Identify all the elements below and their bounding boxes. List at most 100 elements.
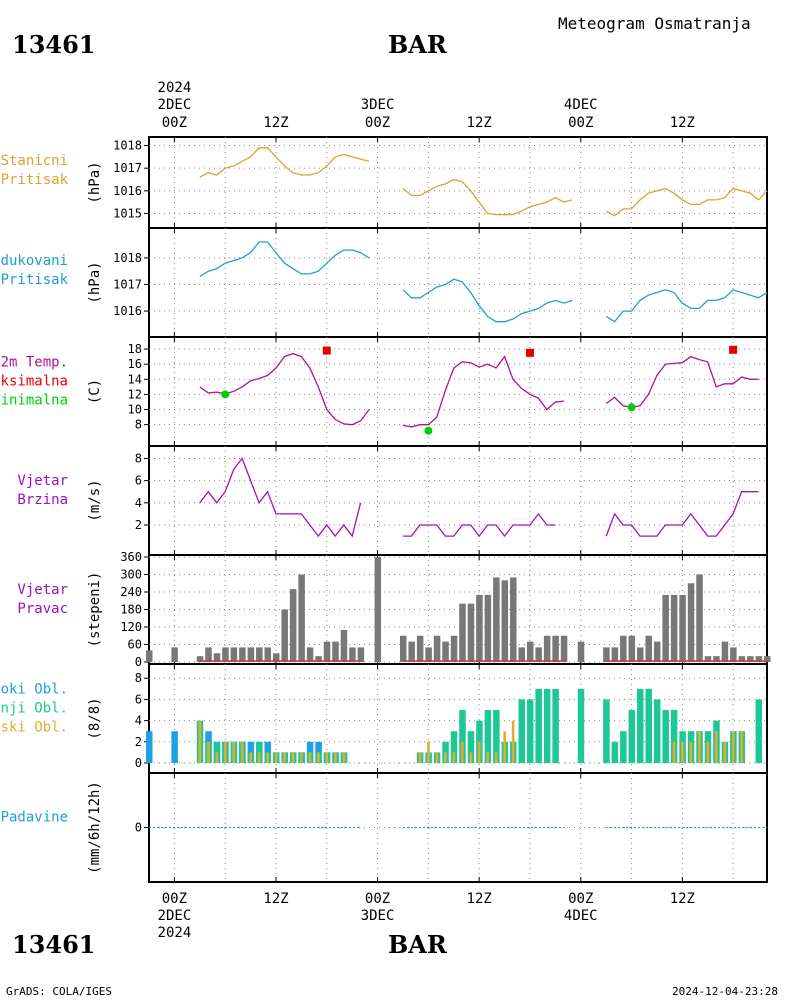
panel-label-temperatura: Minimalna <box>0 393 68 409</box>
ytick-label: 120 <box>120 620 142 634</box>
ytick-label: 6 <box>135 474 142 488</box>
low-cloud-bar <box>435 752 439 763</box>
low-cloud-bar <box>257 752 261 763</box>
wind-direction-bar <box>349 647 356 662</box>
min-temp-marker <box>627 403 636 412</box>
wind-direction-bar <box>357 647 365 662</box>
wind-direction-bar <box>247 647 255 662</box>
low-cloud-bar <box>444 752 447 763</box>
wind-direction-bar <box>222 647 229 662</box>
low-cloud-bar <box>334 752 337 763</box>
ytick-label: 4 <box>135 714 142 728</box>
wind-direction-bar <box>713 656 720 662</box>
panel-frame-redukovani <box>148 227 768 338</box>
bottom-tick-hour: 12Z <box>263 891 288 907</box>
low-cloud-bar <box>511 720 515 763</box>
ytick-label: 1016 <box>113 304 142 318</box>
low-cloud-bar <box>240 741 244 763</box>
series-line-vjetar_brzina <box>403 512 556 538</box>
ytick-label: 6 <box>135 692 142 706</box>
ylabel-padavine: (mm/6h/12h) <box>87 781 103 874</box>
low-cloud-bar <box>452 752 456 763</box>
mid-cloud-bar <box>484 710 492 763</box>
mid-cloud-bar <box>611 741 619 763</box>
low-cloud-bar <box>308 752 312 763</box>
series-line-vjetar_brzina <box>199 457 362 538</box>
wind-direction-bar <box>637 647 644 662</box>
top-tick-year: 2024 <box>158 80 192 96</box>
mid-cloud-bar <box>535 688 542 763</box>
panel-label-redukovani: Redukovani <box>0 253 68 269</box>
wind-direction-bar <box>543 635 551 662</box>
low-cloud-bar <box>740 731 744 763</box>
ytick-label: 18 <box>128 342 142 356</box>
min-temp-marker <box>424 426 433 435</box>
panel-label-oblacnost: Niski Obl. <box>0 720 68 736</box>
ytick-label: 2 <box>135 518 142 532</box>
series-line-redukovani <box>199 241 370 278</box>
timestamp: 2024-12-04-23:28 <box>672 985 778 998</box>
wind-direction-bar <box>510 577 517 662</box>
ytick-label: 16 <box>128 357 142 371</box>
low-cloud-bar <box>418 752 422 763</box>
ytick-label: 2 <box>135 735 142 749</box>
low-cloud-bar <box>681 741 684 763</box>
panel-label-vjetar_pravac: Pravac <box>17 601 68 617</box>
wind-direction-bar <box>374 557 382 662</box>
panel-label-temperatura: 2m Temp. <box>1 355 68 371</box>
wind-direction-bar <box>264 647 272 662</box>
mid-cloud-bar <box>620 731 627 763</box>
mid-cloud-bar <box>603 699 610 763</box>
wind-direction-bar <box>679 594 686 662</box>
series-line-temperatura <box>402 355 564 428</box>
wind-direction-bar <box>721 641 729 662</box>
wind-direction-bar <box>687 583 695 662</box>
low-cloud-bar <box>249 752 252 763</box>
high-cloud-bar <box>171 731 178 763</box>
bottom-tick-hour: 00Z <box>365 891 390 907</box>
top-tick-hour: 12Z <box>670 115 695 131</box>
station-id-bottom: 13461 <box>12 930 96 959</box>
low-cloud-bar <box>291 752 295 763</box>
mid-cloud-bar <box>526 699 534 763</box>
low-cloud-bar <box>477 741 481 763</box>
low-cloud-bar <box>715 731 718 763</box>
wind-direction-bar <box>450 635 458 662</box>
ytick-label: 240 <box>120 585 142 599</box>
mid-cloud-bar <box>493 710 500 763</box>
wind-direction-bar <box>205 647 212 662</box>
bottom-tick-hour: 12Z <box>670 891 695 907</box>
panel-label-vjetar_brzina: Vjetar <box>17 473 68 489</box>
low-cloud-bar <box>215 752 219 763</box>
min-temp-marker <box>221 390 230 399</box>
wind-direction-bar <box>484 594 492 662</box>
panel-label-vjetar_pravac: Vjetar <box>17 582 68 598</box>
wind-direction-bar <box>340 629 348 662</box>
low-cloud-bar <box>317 752 320 763</box>
credit-text: GrADS: COLA/IGES <box>6 985 112 998</box>
wind-direction-bar <box>213 653 221 662</box>
low-cloud-bar <box>503 731 506 763</box>
top-tick-hour: 00Z <box>365 115 390 131</box>
series-line-vjetar_brzina <box>605 491 759 537</box>
ylabel-redukovani: (hPa) <box>87 261 103 303</box>
series-line-stanicni <box>402 178 573 216</box>
wind-direction-bar <box>755 656 763 662</box>
wind-direction-bar <box>670 594 678 662</box>
series-line-stanicni <box>605 187 768 217</box>
wind-direction-bar <box>730 647 737 662</box>
mid-cloud-bar <box>577 688 585 763</box>
low-cloud-bar <box>486 752 490 763</box>
ytick-label: 14 <box>128 372 142 386</box>
low-cloud-bar <box>283 752 286 763</box>
station-id-top: 13461 <box>12 30 96 59</box>
wind-direction-bar <box>289 589 297 662</box>
wind-direction-bar <box>704 656 712 662</box>
low-cloud-bar <box>706 741 710 763</box>
top-tick-hour: 12Z <box>263 115 288 131</box>
wind-direction-bar <box>408 641 415 662</box>
wind-direction-bar <box>653 641 661 662</box>
max-temp-marker <box>322 346 331 355</box>
ytick-label: 12 <box>128 387 142 401</box>
panel-label-stanicni: Stanicni <box>1 153 68 169</box>
